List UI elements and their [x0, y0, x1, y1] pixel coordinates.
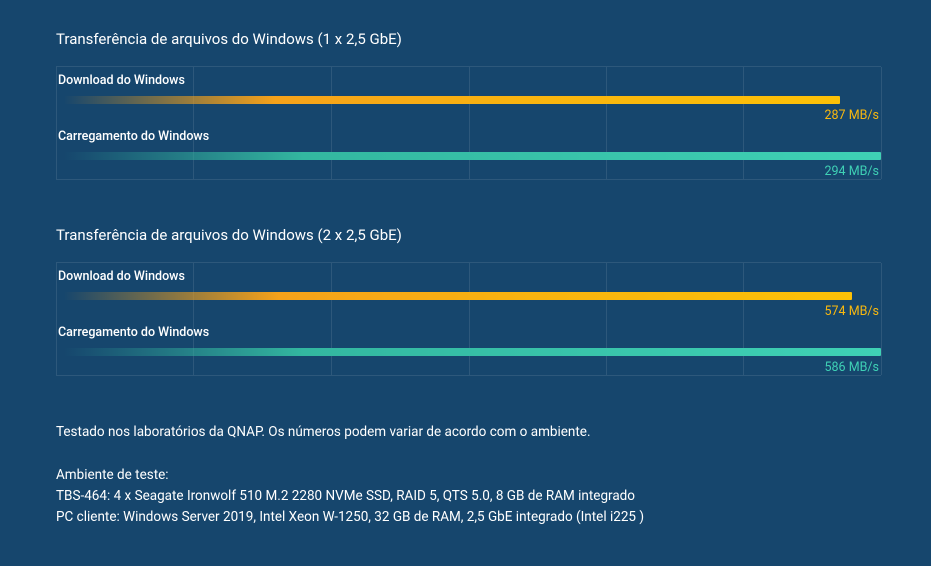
- bar-track: [56, 348, 881, 356]
- footer-notes: Testado nos laboratórios da QNAP. Os núm…: [56, 422, 881, 528]
- chart-block-2: Transferência de arquivos do Windows (2 …: [56, 226, 881, 376]
- value-number: 574: [825, 304, 846, 319]
- bar-track: [56, 152, 881, 160]
- gridline: [881, 67, 882, 179]
- bar-track: [56, 96, 881, 104]
- series-value: 586 MB/s: [56, 360, 881, 375]
- value-unit: MB/s: [849, 164, 879, 179]
- series-label: Download do Windows: [58, 269, 881, 284]
- upload-bar: [56, 152, 881, 160]
- series-value: 294 MB/s: [56, 164, 881, 179]
- series-row-download: Download do Windows 287 MB/s: [56, 67, 881, 123]
- chart-block-1: Transferência de arquivos do Windows (1 …: [56, 30, 881, 180]
- chart-title: Transferência de arquivos do Windows (1 …: [56, 30, 881, 48]
- download-bar: [56, 292, 852, 300]
- series-label: Download do Windows: [58, 73, 881, 88]
- chart-title: Transferência de arquivos do Windows (2 …: [56, 226, 881, 244]
- upload-bar: [56, 348, 881, 356]
- value-number: 586: [825, 360, 846, 375]
- series-row-upload: Carregamento do Windows 586 MB/s: [56, 319, 881, 375]
- footer-env-line: TBS-464: 4 x Seagate Ironwolf 510 M.2 22…: [56, 486, 881, 507]
- series-row-download: Download do Windows 574 MB/s: [56, 263, 881, 319]
- series-row-upload: Carregamento do Windows 294 MB/s: [56, 123, 881, 179]
- chart-area: Download do Windows 287 MB/s Carregament…: [56, 66, 881, 180]
- series-value: 574 MB/s: [56, 304, 881, 319]
- value-unit: MB/s: [849, 108, 879, 123]
- value-unit: MB/s: [849, 304, 879, 319]
- value-number: 294: [825, 164, 846, 179]
- footer-lead: Testado nos laboratórios da QNAP. Os núm…: [56, 422, 881, 443]
- series-value: 287 MB/s: [56, 108, 881, 123]
- chart-area: Download do Windows 574 MB/s Carregament…: [56, 262, 881, 376]
- bar-track: [56, 292, 881, 300]
- value-unit: MB/s: [849, 360, 879, 375]
- download-bar: [56, 96, 840, 104]
- gridline: [881, 263, 882, 375]
- footer-env-heading: Ambiente de teste:: [56, 465, 881, 486]
- series-label: Carregamento do Windows: [58, 325, 881, 340]
- footer-env-line: PC cliente: Windows Server 2019, Intel X…: [56, 507, 881, 528]
- series-label: Carregamento do Windows: [58, 129, 881, 144]
- value-number: 287: [825, 108, 846, 123]
